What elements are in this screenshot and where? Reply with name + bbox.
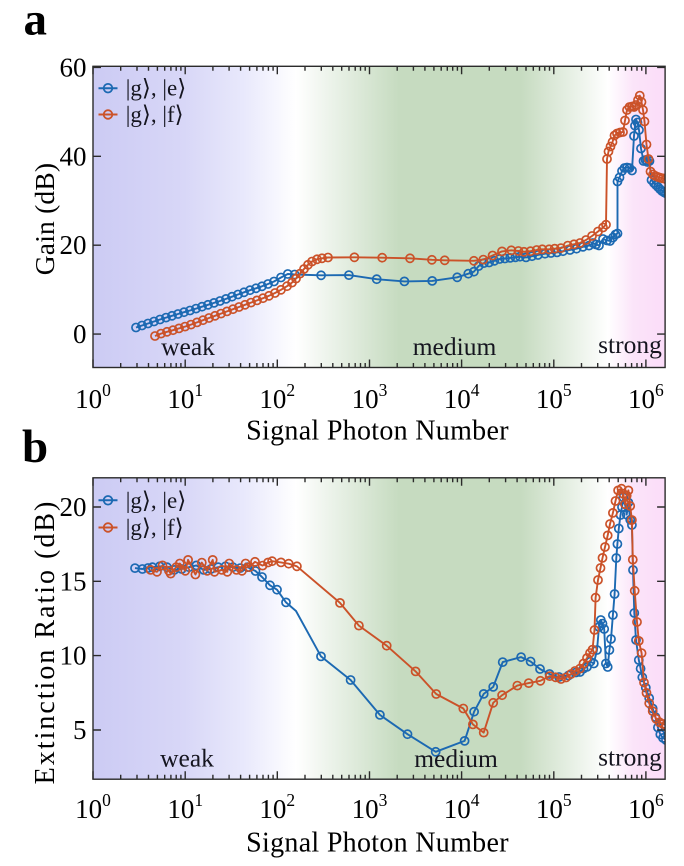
svg-text:b: b bbox=[22, 421, 48, 473]
svg-text:medium: medium bbox=[414, 744, 498, 773]
svg-text:Signal Photon Number: Signal Photon Number bbox=[246, 416, 509, 447]
svg-text:|g⟩, |f⟩: |g⟩, |f⟩ bbox=[126, 515, 184, 540]
svg-text:104: 104 bbox=[444, 790, 480, 824]
svg-text:strong: strong bbox=[598, 743, 662, 772]
svg-text:10: 10 bbox=[60, 641, 87, 671]
svg-text:|g⟩, |f⟩: |g⟩, |f⟩ bbox=[126, 102, 184, 127]
svg-text:Signal Photon Number: Signal Photon Number bbox=[246, 828, 509, 859]
svg-text:102: 102 bbox=[259, 790, 295, 824]
svg-text:medium: medium bbox=[413, 332, 497, 361]
svg-text:5: 5 bbox=[73, 715, 87, 745]
svg-text:60: 60 bbox=[60, 52, 87, 82]
svg-text:strong: strong bbox=[598, 330, 662, 359]
svg-text:|g⟩, |e⟩: |g⟩, |e⟩ bbox=[126, 76, 186, 101]
svg-text:Extinction Ratio (dB): Extinction Ratio (dB) bbox=[30, 500, 61, 785]
svg-text:a: a bbox=[24, 0, 48, 46]
svg-text:Gain (dB): Gain (dB) bbox=[29, 163, 60, 276]
svg-text:0: 0 bbox=[73, 319, 87, 349]
svg-text:40: 40 bbox=[60, 141, 87, 171]
svg-text:15: 15 bbox=[60, 566, 87, 596]
svg-text:20: 20 bbox=[60, 492, 87, 522]
svg-text:|g⟩, |e⟩: |g⟩, |e⟩ bbox=[126, 488, 186, 513]
svg-text:weak: weak bbox=[161, 332, 215, 361]
svg-text:20: 20 bbox=[60, 230, 87, 260]
svg-text:weak: weak bbox=[160, 744, 214, 773]
